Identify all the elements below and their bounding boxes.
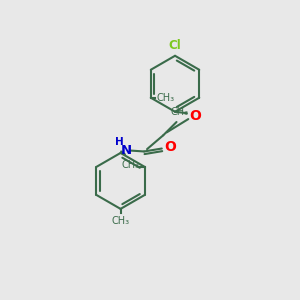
Text: CH₃: CH₃ (122, 160, 140, 170)
Text: CH₃: CH₃ (156, 93, 174, 103)
Text: O: O (164, 140, 176, 154)
Text: H: H (115, 137, 124, 147)
Text: CH₃: CH₃ (170, 107, 188, 117)
Text: O: O (190, 109, 202, 123)
Text: Cl: Cl (169, 39, 182, 52)
Text: CH₃: CH₃ (112, 216, 130, 226)
Text: N: N (121, 143, 132, 157)
